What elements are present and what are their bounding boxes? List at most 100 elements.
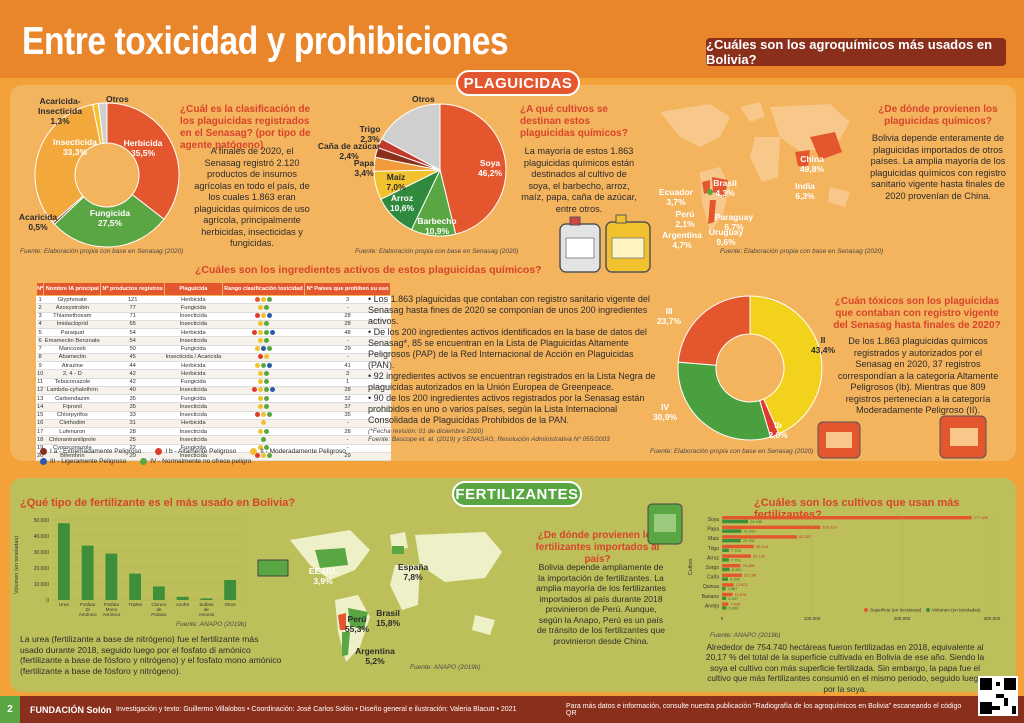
table-cell: Tebuconazole [43,378,101,387]
bar-y-tick: 10.000 [34,582,50,588]
table-cell: 28 [304,320,391,330]
legend-dot [250,447,258,455]
table-cell: - [304,353,391,363]
table-cell: Insecticida [164,402,223,412]
bar-x-tick: Amónico [79,612,97,616]
table-cell [222,312,305,321]
toxicity-dot [257,370,263,376]
pie2-label-papa: Papa 3,4% [353,158,375,178]
map1-label-india: India 6,3% [795,181,815,201]
table-cell: Thiamethoxam [43,312,101,321]
legend-label: III - Ligeramente Peligroso [50,458,127,465]
table-cell: 22 [100,444,165,453]
bar-y-tick: 40.000 [34,534,50,540]
toxicity-dot [263,395,269,401]
bar-x-tick: Otros [225,602,237,607]
hbar-label-s2: 6.650 [730,577,741,582]
table-cell: Abamectin [43,353,101,363]
table-header-1: Nombre IA principal [43,282,102,296]
pie1-label-insecticida: Insecticida 33,3% [53,137,97,157]
table-header-0: Nº [35,282,45,296]
table-cell: Fipronil [43,402,101,412]
table-cell: 121 [100,295,165,305]
bar-2 [105,553,118,600]
legend-dot [155,447,163,455]
table-header-2: Nº productos registros [100,282,165,296]
table-cell: 54 [100,336,165,346]
bar-x-tick: Fosfato [104,602,120,607]
table-row: 9 Atrazine 44 Herbicida 41 [36,361,391,371]
fertilizantes-panel [10,478,1016,692]
footer-credits: Investigación y texto: Guillermo Villalo… [116,706,517,713]
hbar-legend-dot-2 [926,608,930,612]
toxicity-dot [257,387,263,393]
pie3-label-iv: IV 30,9% [652,402,678,422]
bar-y-tick: 0 [46,598,49,604]
pie-slice-otros [381,103,441,171]
hbar-volumen-4 [722,558,729,562]
table-cell: Herbicida [164,328,223,338]
toxicity-dot [254,296,260,302]
bullet-item: • Los 1.863 plaguicidas que contaban con… [368,294,650,326]
bar-y-axis-label: Volumen (en toneladas) [14,536,20,594]
toxicity-dot [260,412,266,418]
hbar-superficie-8 [722,592,733,597]
hbar-label-s2: 3.887 [727,586,738,591]
pie3-label-ib: Ib 2,0% [768,420,788,440]
ingredients-bullets: • Los 1.863 plaguicidas que contaban con… [368,294,658,426]
page-number: 2 [0,696,20,723]
table-cell: 71 [100,312,165,321]
hbar-label-s2: 7.701 [731,557,742,562]
table-cell: 4 [36,320,44,330]
table-cell: 16 [36,419,44,429]
toxicity-dot [263,304,269,310]
legend-label: I b - Altamente Peligroso [165,448,237,455]
table-row: 16 Clethodim 31 Herbicida - [36,419,391,429]
table-cell: 44 [100,361,165,371]
table-row: 17 Lufenuron 28 Insecticida 28 [36,427,391,437]
table-cell [222,345,305,354]
header-question: ¿Cuáles son los agroquímicos más usados … [706,37,1006,67]
hbar-volumen-0 [722,519,749,524]
table-header-4: Rango clasificación toxicidad [221,282,306,296]
table-cell: Bifenthrin [43,452,101,462]
table-row: 13 Carbendazim 35 Fungicida 32 [36,394,391,404]
map1-source: Fuente: Elaboración propia con base en S… [720,248,884,255]
table-cell: 3 [304,295,391,305]
map1-label-paraguay: Paraguay 6,7% [714,212,754,232]
toxicity-dot [254,412,260,418]
table-row: 11 Tebuconazole 42 Fungicida 1 [36,378,391,387]
toxicity-dot [257,445,263,451]
hbar-label-s1: 20.458 [742,563,755,568]
hbar-label-s2: 4.637 [728,596,739,601]
bar-chart-fertilizer-type: Volumen (en toneladas) 50.000 40.000 30.000… [14,518,242,616]
qr-code[interactable] [978,676,1018,716]
table-body: 1 Glyphosate 121 Herbicida 3 2 Azoxystrobin 77 F… [36,295,391,462]
hbar-legend-1: Superficie (en hectáreas) [870,608,922,613]
toxicity-dot [266,296,272,302]
table-cell [222,411,305,420]
table-cell: 13 [36,394,44,404]
bar-question: ¿Qué tipo de fertilizante es el más usad… [20,497,296,509]
toxicity-dot [257,395,263,401]
table-cell: Insecticida [164,452,223,462]
toxicity-dot [254,313,260,319]
table-cell: Mancozeb [43,345,101,354]
toxicity-dot [266,453,272,459]
table-cell: - [304,419,391,429]
table-cell: 8 [36,353,44,363]
bar-1 [81,545,94,600]
map2-text: Bolivia depende ampliamente de la import… [536,562,666,646]
table-cell: Insecticida [164,386,223,396]
toxicity-dot [269,329,275,335]
table-cell: - [304,336,391,346]
page-title: Entre toxicidad y prohibiciones [22,20,509,63]
hbar-label-s2: 8.452 [732,567,743,572]
table-row: 14 Fipronil 35 Insecticida 37 [36,402,391,412]
toxicity-dot [254,362,260,368]
toxicity-legend-item: I a - Extremadamente Peligroso [40,447,141,457]
bar-y-tick: 50.000 [34,518,50,524]
hbar-label-s2: 5.000 [729,605,740,610]
toxicity-dot [263,403,269,409]
bar-y-tick: 20.000 [34,566,50,572]
